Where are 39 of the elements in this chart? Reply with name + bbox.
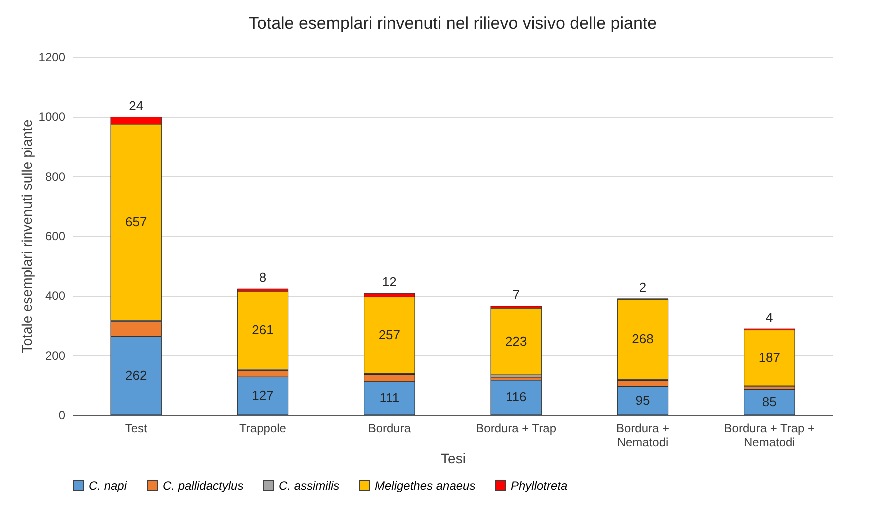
legend-label: C. pallidactylus	[163, 479, 244, 493]
data-label: 24	[129, 98, 144, 114]
data-label: 7	[512, 287, 520, 302]
y-axis-title: Totale esemplari rinvenuti sulle piante	[18, 120, 35, 354]
data-label: 261	[252, 322, 274, 338]
legend-label: C. assimilis	[279, 479, 340, 493]
legend-label: C. napi	[89, 479, 128, 493]
legend-label: Meligethes anaeus	[375, 479, 476, 493]
chart-title: Totale esemplari rinvenuti nel rilievo visivo delle piante	[248, 14, 658, 33]
y-tick-label: 800	[45, 170, 66, 184]
x-axis-title: Tesi	[441, 450, 466, 466]
data-label: 8	[259, 270, 267, 286]
data-label: 116	[506, 390, 527, 405]
data-label: 223	[505, 334, 528, 349]
data-label: 257	[378, 327, 401, 342]
y-tick-label: 200	[45, 348, 66, 363]
data-label: 12	[382, 274, 397, 290]
data-label: 187	[758, 350, 781, 366]
legend-label: Phyllotreta	[511, 479, 568, 493]
data-label: 4	[766, 310, 774, 326]
y-tick-label: 1000	[38, 110, 66, 124]
data-label: 657	[125, 214, 148, 230]
data-label: 85	[762, 394, 777, 410]
y-tick-label: 600	[45, 230, 66, 244]
data-label: 95	[636, 392, 650, 408]
x-tick-label: Trappole	[240, 422, 287, 436]
y-tick-label: 400	[45, 289, 66, 304]
data-label: 268	[632, 332, 654, 347]
y-tick-label: 0	[58, 408, 66, 422]
data-label: 111	[380, 390, 400, 406]
data-label: 262	[125, 368, 148, 383]
data-label: 2	[639, 280, 647, 295]
x-tick-label: Test	[125, 422, 148, 436]
x-tick-label: Bordura + Trap	[476, 422, 557, 436]
x-tick-label: Bordura + Trap + Nematodi	[724, 422, 816, 450]
data-label: 127	[252, 388, 274, 404]
x-tick-label: Bordura	[368, 422, 412, 436]
x-tick-label: Bordura + Nematodi	[616, 422, 670, 450]
y-tick-label: 1200	[38, 50, 66, 64]
